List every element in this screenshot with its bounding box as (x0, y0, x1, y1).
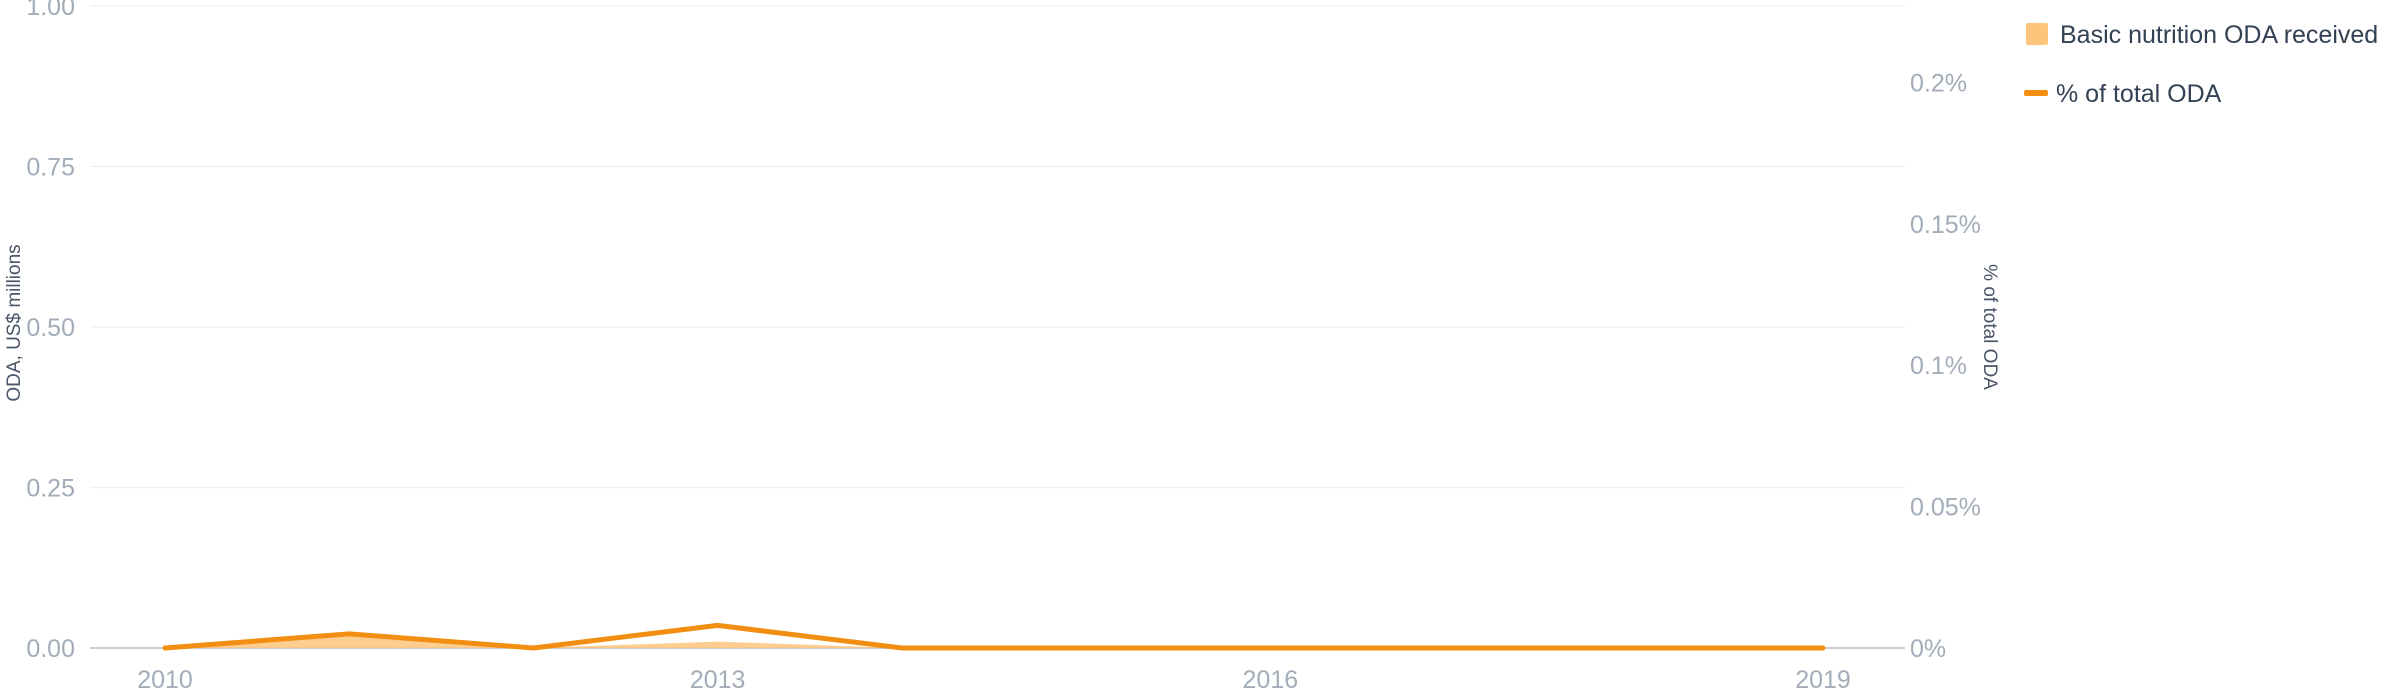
x-axis: 2010 2013 2016 2019 (137, 666, 1851, 694)
right-axis-title: % of total ODA (1979, 264, 2000, 390)
right-tick-label: 0.2% (1910, 69, 1967, 97)
x-tick-label: 2016 (1243, 666, 1299, 694)
area-series (165, 635, 1823, 648)
area-basic-nutrition (165, 635, 1823, 648)
right-tick-label: 0.1% (1910, 352, 1967, 380)
left-tick-label: 1.00 (26, 0, 75, 21)
x-tick-label: 2019 (1795, 666, 1851, 694)
left-axis-title: ODA, US$ millions (4, 244, 25, 401)
x-tick-label: 2013 (690, 666, 746, 694)
x-tick-label: 2010 (137, 666, 193, 694)
line-series (162, 622, 1826, 651)
left-tick-label: 0.50 (26, 314, 75, 342)
right-tick-label: 0.15% (1910, 211, 1981, 239)
legend-label-line[interactable]: % of total ODA (2056, 80, 2222, 108)
legend-swatch-line[interactable] (2024, 90, 2048, 96)
left-tick-label: 0.75 (26, 154, 75, 182)
legend: Basic nutrition ODA received % of total … (2024, 21, 2378, 108)
legend-swatch-area[interactable] (2026, 23, 2048, 45)
left-tick-label: 0.25 (26, 475, 75, 503)
grid (90, 5, 1905, 649)
right-axis: 0% 0.05% 0.1% 0.15% 0.2% (1910, 69, 1981, 663)
line-percent-total-oda (162, 622, 1826, 651)
right-tick-label: 0.05% (1910, 494, 1981, 522)
left-tick-label: 0.00 (26, 635, 75, 663)
legend-label-area[interactable]: Basic nutrition ODA received (2060, 21, 2378, 49)
left-axis: 0.00 0.25 0.50 0.75 1.00 (26, 0, 75, 663)
right-tick-label: 0% (1910, 635, 1946, 663)
